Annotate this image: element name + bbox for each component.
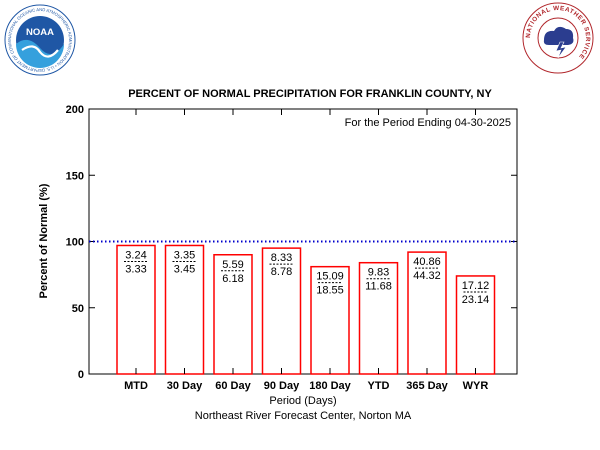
bar-normal-label: 3.33 bbox=[125, 263, 146, 275]
chart-title: PERCENT OF NORMAL PRECIPITATION FOR FRAN… bbox=[128, 88, 492, 100]
bar-observed-label: 15.09 bbox=[316, 271, 344, 283]
x-tick-label: 90 Day bbox=[264, 380, 300, 392]
x-tick-label: YTD bbox=[368, 380, 390, 392]
bar-observed-label: 5.59 bbox=[222, 259, 243, 271]
x-axis: MTD 30 Day 60 Day 90 Day 180 Day YTD 365 Day WY… bbox=[124, 109, 488, 392]
chart-credit: Northeast River Forecast Center, Norton … bbox=[195, 410, 412, 422]
nws-logo-icon: NATIONAL WEATHER SERVICE bbox=[522, 2, 594, 74]
bar-observed-label: 17.12 bbox=[462, 280, 490, 292]
noaa-logo-icon: NATIONAL OCEANIC AND ATMOSPHERIC ADMINIS… bbox=[4, 4, 76, 76]
bar-normal-label: 3.45 bbox=[174, 263, 195, 275]
x-tick-label: 30 Day bbox=[167, 380, 203, 392]
y-tick-label: 150 bbox=[66, 170, 84, 182]
bar-normal-label: 23.14 bbox=[462, 294, 490, 306]
bar-normal-label: 8.78 bbox=[271, 266, 292, 278]
period-annotation: For the Period Ending 04-30-2025 bbox=[345, 117, 511, 129]
x-axis-label: Period (Days) bbox=[269, 395, 336, 407]
y-axis: 0 50 100 150 200 bbox=[66, 104, 517, 381]
bar-observed-label: 8.33 bbox=[271, 252, 292, 264]
x-tick-label: 180 Day bbox=[309, 380, 351, 392]
bar-observed-label: 3.24 bbox=[125, 249, 146, 261]
y-axis-label: Percent of Normal (%) bbox=[38, 183, 50, 298]
y-tick-label: 50 bbox=[72, 303, 84, 315]
bar-observed-label: 40.86 bbox=[413, 256, 441, 268]
bar bbox=[358, 261, 399, 375]
bar-normal-label: 11.68 bbox=[365, 281, 392, 293]
x-tick-label: WYR bbox=[463, 380, 489, 392]
bar-normal-label: 6.18 bbox=[222, 273, 243, 285]
bar-normal-label: 44.32 bbox=[413, 270, 441, 282]
y-tick-label: 0 bbox=[78, 369, 84, 381]
bars-group: 3.24 3.33 3.35 3.45 5.59 6.18 8.33 8.78 15.09 18.… bbox=[116, 244, 496, 375]
x-tick-label: 60 Day bbox=[215, 380, 251, 392]
x-tick-label: MTD bbox=[124, 380, 148, 392]
y-tick-label: 100 bbox=[66, 237, 84, 249]
noaa-logo-text: NOAA bbox=[26, 27, 54, 38]
bar-observed-label: 3.35 bbox=[174, 249, 195, 261]
bar-observed-label: 9.83 bbox=[368, 267, 389, 279]
y-tick-label: 200 bbox=[66, 104, 84, 116]
bar-normal-label: 18.55 bbox=[316, 285, 344, 297]
x-tick-label: 365 Day bbox=[406, 380, 448, 392]
